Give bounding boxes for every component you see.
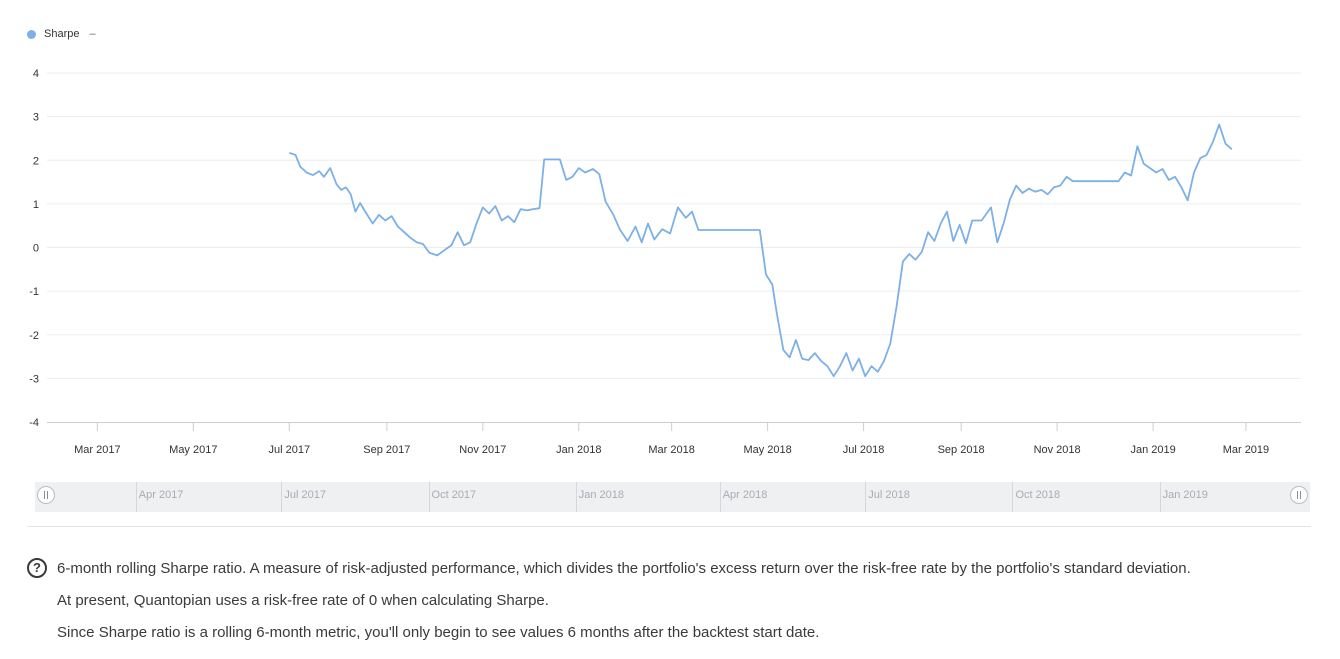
navigator-tick: [281, 482, 283, 512]
navigator-tick: [1159, 482, 1161, 512]
x-tick-label: Mar 2018: [648, 444, 694, 456]
navigator-label: Jan 2019: [1162, 489, 1208, 501]
navigator-tick: [719, 482, 721, 512]
y-tick-label: 2: [33, 155, 39, 167]
x-tick-label: Nov 2017: [459, 444, 506, 456]
description-line-3: Since Sharpe ratio is a rolling 6-month …: [57, 624, 820, 641]
x-tick-label: Sep 2018: [938, 444, 985, 456]
navigator-tick: [135, 482, 137, 512]
legend-marker-icon: [27, 29, 36, 39]
navigator-tick: [428, 482, 430, 512]
sharpe-series-line: [289, 123, 1233, 378]
y-tick-label: 4: [33, 68, 39, 80]
navigator-tick: [1012, 482, 1014, 512]
navigator-label: Oct 2017: [431, 489, 477, 501]
x-tick-label: Nov 2018: [1034, 444, 1081, 456]
y-tick-label: 1: [33, 199, 39, 211]
navigator-label: Oct 2018: [1015, 489, 1061, 501]
y-tick-label: -3: [29, 373, 39, 385]
navigator-right-handle-icon[interactable]: [1290, 486, 1308, 504]
x-tick-label: Mar 2019: [1223, 444, 1269, 456]
chart-legend[interactable]: Sharpe –: [27, 28, 96, 40]
navigator-label: Apr 2017: [138, 489, 184, 501]
description-line-1: 6-month rolling Sharpe ratio. A measure …: [57, 560, 1191, 577]
x-tick-label: Sep 2017: [363, 444, 410, 456]
range-navigator[interactable]: Apr 2017 Jul 2017 Oct 2017 Jan 2018 Apr 2018…: [35, 482, 1310, 512]
section-divider: [27, 526, 1311, 527]
navigator-label: Jul 2017: [284, 489, 326, 501]
navigator-label: Jan 2018: [578, 489, 624, 501]
x-tick-label: Mar 2017: [74, 444, 120, 456]
x-tick-label: Jul 2018: [843, 444, 885, 456]
x-tick-label: May 2017: [169, 444, 217, 456]
x-tick-label: Jul 2017: [269, 444, 311, 456]
y-tick-label: -4: [29, 417, 39, 429]
sharpe-line-chart: 4 3 2 1 0 -1 -2 -3 -4 Mar 2017 May 2017 Jul 2017 Sep…: [29, 68, 1301, 456]
x-tick-label: May 2018: [743, 444, 791, 456]
navigator-left-handle-icon[interactable]: [37, 486, 55, 504]
x-tick-label: Jan 2019: [1130, 444, 1175, 456]
y-tick-label: -2: [29, 330, 39, 342]
navigator-label: Apr 2018: [722, 489, 768, 501]
x-tick-label: Jan 2018: [556, 444, 601, 456]
legend-label[interactable]: Sharpe: [44, 28, 80, 40]
y-tick-label: 3: [33, 112, 39, 124]
navigator-tick: [865, 482, 867, 512]
y-tick-label: 0: [33, 243, 39, 255]
legend-toggle[interactable]: –: [89, 28, 96, 40]
navigator-tick: [575, 482, 577, 512]
help-question-icon[interactable]: ?: [27, 558, 47, 578]
y-tick-label: -1: [29, 286, 39, 298]
description-line-2: At present, Quantopian uses a risk-free …: [57, 592, 549, 609]
navigator-label: Jul 2018: [868, 489, 910, 501]
